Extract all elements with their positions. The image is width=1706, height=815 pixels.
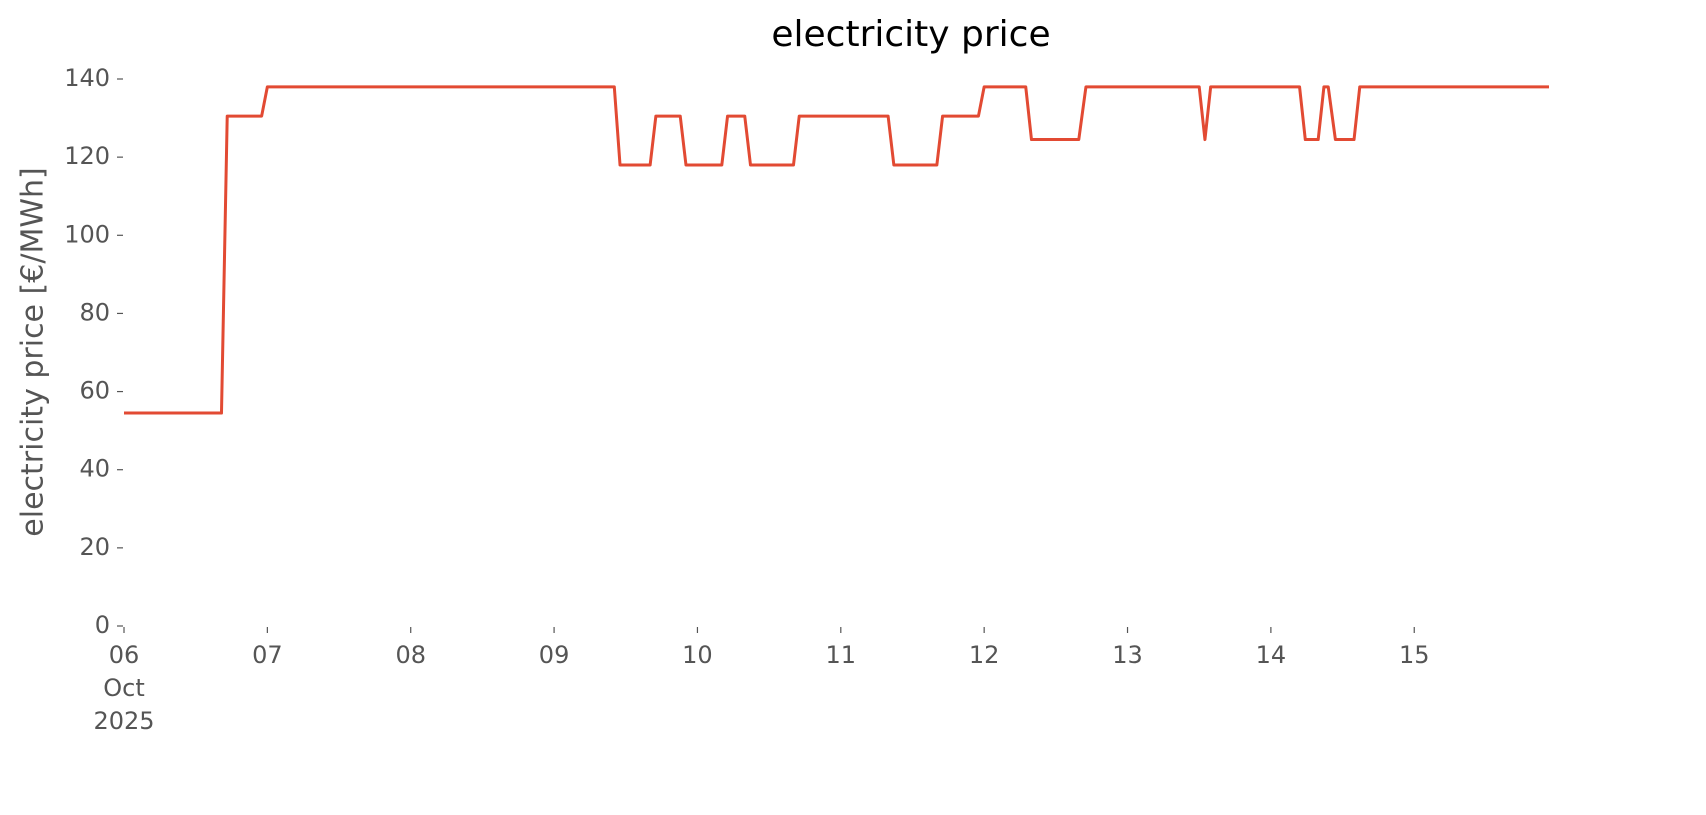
y-axis-label: electricity price [€/MWh] [16, 167, 51, 536]
x-tick-label: 14 [1256, 641, 1287, 669]
y-tick-label: 120 [64, 142, 110, 170]
x-tick-label: 15 [1399, 641, 1430, 669]
x-tick-label: 12 [969, 641, 1000, 669]
x-tick-label: 07 [252, 641, 283, 669]
y-tick-label: 20 [79, 533, 110, 561]
x-tick-label: 11 [826, 641, 857, 669]
x-tick-label: 06 Oct 2025 [93, 641, 154, 735]
y-tick-label: 80 [79, 298, 110, 326]
price-line [124, 85, 1549, 415]
y-tick-label: 100 [64, 220, 110, 248]
x-tick-label: 08 [395, 641, 426, 669]
x-tick-label: 10 [682, 641, 713, 669]
y-tick-label: 60 [79, 377, 110, 405]
y-tick-label: 140 [64, 64, 110, 92]
y-tick-label: 0 [95, 611, 110, 639]
chart-title: electricity price [771, 14, 1050, 55]
x-tick-label: 09 [539, 641, 570, 669]
x-tick-label: 13 [1112, 641, 1143, 669]
y-tick-label: 40 [79, 455, 110, 483]
